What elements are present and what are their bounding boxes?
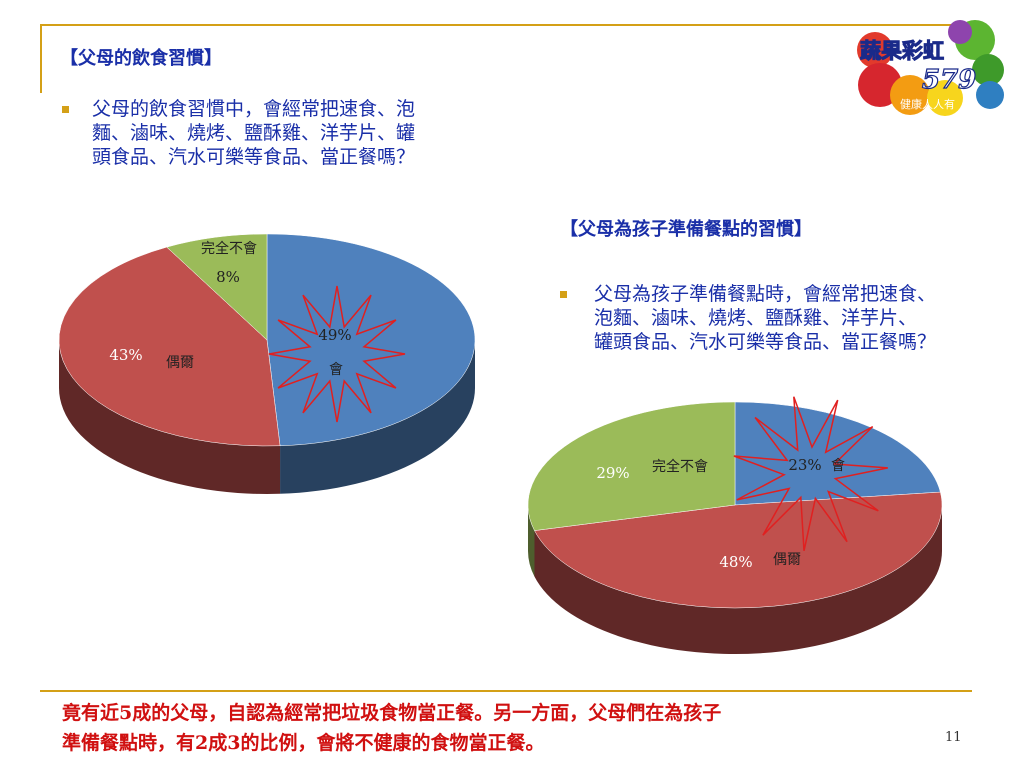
pie-side-偶爾 <box>534 505 942 654</box>
category-label-wanquanbuhui: 完全不會 <box>201 240 257 257</box>
logo-text-number: 579 <box>922 65 976 95</box>
percent-label-ouer: 48% <box>719 553 752 571</box>
page-number: 11 <box>945 730 962 745</box>
section2-title: 【父母為孩子準備餐點的習慣】 <box>560 219 812 240</box>
section1-title: 【父母的飲食習慣】 <box>60 48 222 69</box>
logo-text-main: 蔬果彩虹 <box>860 38 944 63</box>
pie-side-完全不會 <box>528 505 535 577</box>
percent-label-hui: 23% <box>788 456 821 474</box>
category-label-hui: 會 <box>831 458 845 474</box>
pie-slice-偶爾 <box>58 246 281 447</box>
pie-slice-完全不會 <box>527 401 736 531</box>
starburst-highlight <box>268 285 406 423</box>
section2-question-line: 泡麵、滷味、燒烤、鹽酥雞、洋芋片、 <box>594 307 918 329</box>
section1-bullet <box>62 106 69 113</box>
section1-question-line: 父母的飲食習慣中，會經常把速食、泡 <box>92 98 416 120</box>
section1-question-line: 頭食品、汽水可樂等食品、當正餐嗎？ <box>92 146 416 168</box>
frame-left-accent <box>40 25 42 93</box>
section2-question-line: 罐頭食品、汽水可樂等食品、當正餐嗎？ <box>594 331 937 353</box>
category-label-hui: 會 <box>329 362 343 378</box>
pie-side-會 <box>280 340 475 494</box>
pie-labels: 23% 會 48% 偶爾 29% 完全不會 <box>596 456 845 571</box>
conclusion-text: 竟有近5成的父母，自認為經常把垃圾食物當正餐。另一方面，父母們在為孩子 準備餐點… <box>62 698 962 758</box>
starburst-highlight <box>733 396 888 551</box>
pie-slice-偶爾 <box>534 491 943 609</box>
percent-label-wanquanbuhui: 8% <box>216 268 240 286</box>
section1-question-line: 麵、滷味、燒烤、鹽酥雞、洋芋片、罐 <box>92 122 416 144</box>
frame-top-rule <box>40 24 965 26</box>
pie-top <box>527 401 943 609</box>
pie-slice-完全不會 <box>166 233 268 341</box>
section2-question: 父母為孩子準備餐點時，會經常把速食、 泡麵、滷味、燒烤、鹽酥雞、洋芋片、 罐頭食… <box>594 282 936 354</box>
category-label-ouer: 偶爾 <box>773 552 801 568</box>
pie-chart-children-meals: 23% 會 48% 偶爾 29% 完全不會 <box>527 396 943 654</box>
category-label-wanquanbuhui: 完全不會 <box>652 458 708 475</box>
pie-side <box>59 340 475 494</box>
category-label-ouer: 偶爾 <box>166 355 194 371</box>
section2-bullet <box>560 291 567 298</box>
pie-side-偶爾 <box>59 340 281 494</box>
percent-label-ouer: 43% <box>109 346 142 364</box>
pie-chart-parents-diet: 49% 會 43% 偶爾 8% 完全不會 <box>58 233 476 494</box>
conclusion-line: 準備餐點時，有2成3的比例，會將不健康的食物當正餐。 <box>62 732 545 754</box>
percent-label-hui: 49% <box>318 326 351 344</box>
logo-text-tagline: 健康人人有 <box>900 97 955 111</box>
logo-fruit-shapes <box>857 20 1004 116</box>
section1-question: 父母的飲食習慣中，會經常把速食、泡 麵、滷味、燒烤、鹽酥雞、洋芋片、罐 頭食品、… <box>92 97 415 169</box>
pie-side <box>528 505 942 654</box>
pie-labels: 49% 會 43% 偶爾 8% 完全不會 <box>109 240 351 378</box>
fruit-rainbow-logo: 蔬果彩虹 579 健康人人有 <box>857 20 1004 116</box>
conclusion-line: 竟有近5成的父母，自認為經常把垃圾食物當正餐。另一方面，父母們在為孩子 <box>62 702 722 724</box>
percent-label-wanquanbuhui: 29% <box>596 464 629 482</box>
pie-slice-會 <box>734 401 941 506</box>
section2-question-line: 父母為孩子準備餐點時，會經常把速食、 <box>594 283 937 305</box>
pie-top <box>58 233 476 447</box>
frame-bottom-rule <box>40 690 972 692</box>
